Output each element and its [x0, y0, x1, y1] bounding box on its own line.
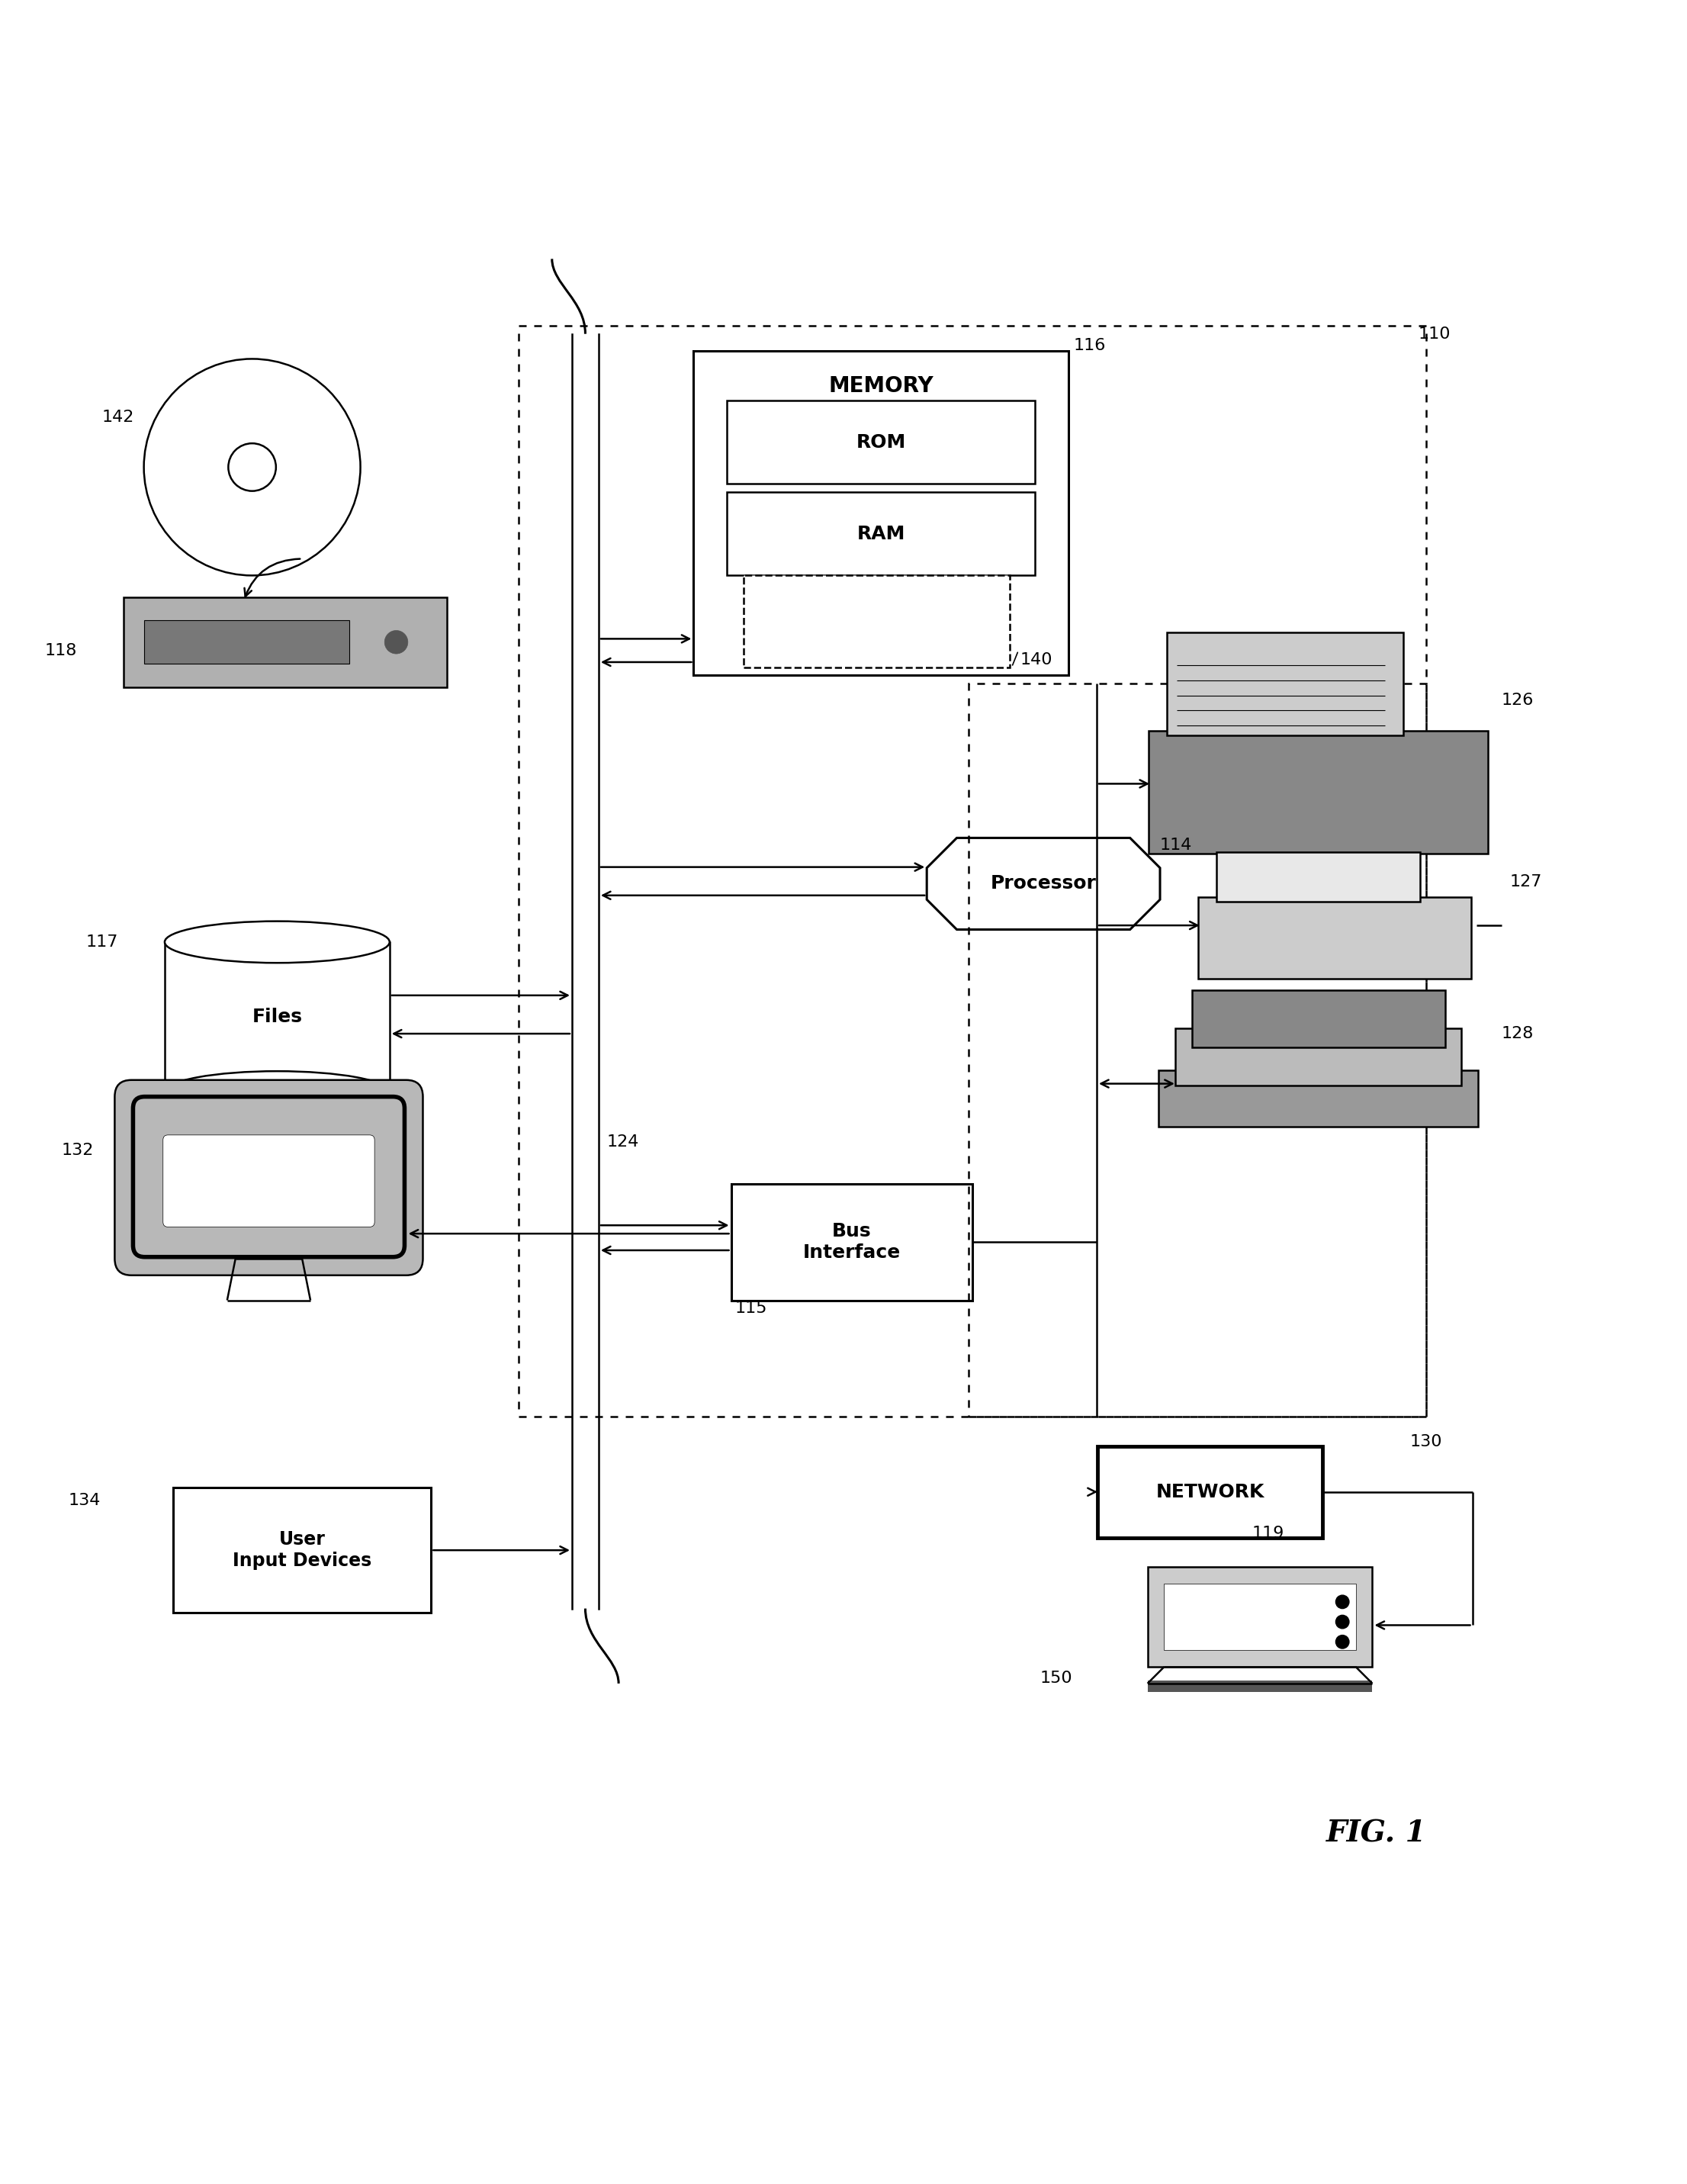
- Ellipse shape: [165, 922, 390, 963]
- FancyBboxPatch shape: [1149, 729, 1488, 854]
- FancyBboxPatch shape: [1216, 852, 1420, 902]
- Ellipse shape: [165, 1070, 390, 1114]
- Text: 117: 117: [86, 935, 118, 950]
- Circle shape: [1336, 1594, 1350, 1610]
- Bar: [744, 574, 1011, 666]
- Bar: [968, 684, 1427, 1417]
- Bar: [727, 491, 1036, 574]
- FancyBboxPatch shape: [1167, 631, 1404, 736]
- Text: 115: 115: [736, 1299, 768, 1315]
- Bar: [1164, 1583, 1356, 1651]
- Text: 126: 126: [1501, 692, 1533, 708]
- Circle shape: [1336, 1636, 1350, 1649]
- Text: Bus
Interface: Bus Interface: [803, 1223, 901, 1262]
- Text: 142: 142: [103, 411, 135, 426]
- Bar: [174, 1487, 432, 1612]
- Circle shape: [1336, 1616, 1350, 1629]
- Text: 134: 134: [67, 1492, 101, 1507]
- Text: MEMORY: MEMORY: [828, 376, 933, 397]
- Text: 128: 128: [1501, 1026, 1533, 1042]
- Polygon shape: [926, 839, 1161, 930]
- Circle shape: [385, 631, 408, 653]
- Bar: [730, 1184, 973, 1299]
- Text: Processor: Processor: [990, 874, 1097, 893]
- FancyBboxPatch shape: [1159, 1070, 1478, 1127]
- Text: Files: Files: [251, 1007, 302, 1026]
- Text: User
Input Devices: User Input Devices: [233, 1531, 371, 1570]
- FancyBboxPatch shape: [123, 596, 447, 688]
- FancyBboxPatch shape: [133, 1096, 405, 1258]
- Text: RAM: RAM: [857, 524, 906, 544]
- Bar: [727, 400, 1036, 485]
- Text: 140: 140: [1021, 651, 1053, 666]
- Text: 119: 119: [1252, 1527, 1284, 1542]
- Text: 114: 114: [1161, 839, 1193, 854]
- FancyBboxPatch shape: [164, 1136, 375, 1227]
- Text: 118: 118: [46, 642, 78, 657]
- Bar: [518, 325, 1427, 1417]
- FancyBboxPatch shape: [115, 1081, 423, 1275]
- Text: 116: 116: [1073, 339, 1105, 354]
- Text: 124: 124: [607, 1133, 639, 1149]
- Text: NETWORK: NETWORK: [1156, 1483, 1264, 1500]
- FancyBboxPatch shape: [1191, 989, 1444, 1046]
- Text: 127: 127: [1510, 874, 1542, 889]
- Text: 130: 130: [1410, 1435, 1442, 1450]
- Text: 110: 110: [1419, 325, 1451, 341]
- Bar: [1147, 1679, 1373, 1693]
- Text: 150: 150: [1041, 1671, 1073, 1686]
- Bar: [165, 941, 390, 1092]
- Text: ROM: ROM: [855, 432, 906, 452]
- Text: FIG. 1: FIG. 1: [1326, 1819, 1427, 1848]
- Bar: [1098, 1446, 1323, 1538]
- Bar: [1147, 1566, 1373, 1666]
- FancyBboxPatch shape: [1176, 1029, 1461, 1085]
- Bar: [143, 620, 349, 664]
- Text: 132: 132: [61, 1142, 94, 1158]
- Bar: [693, 352, 1068, 675]
- FancyBboxPatch shape: [1198, 898, 1471, 978]
